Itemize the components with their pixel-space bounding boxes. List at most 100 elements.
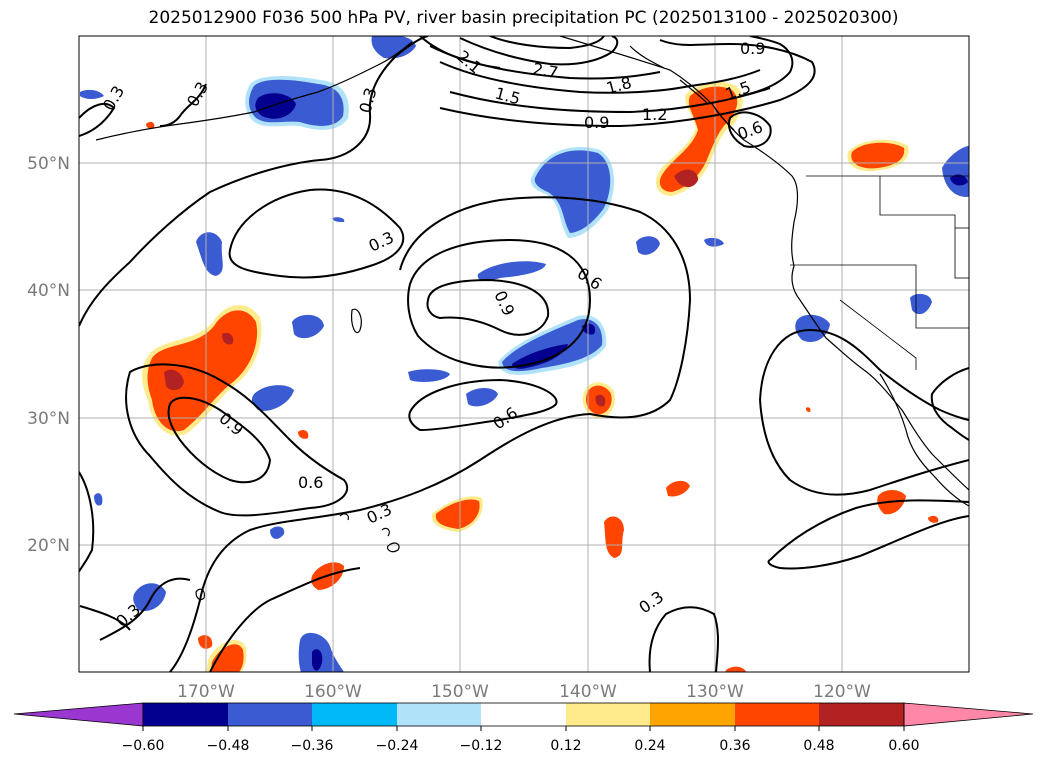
colorbar-tick-label: −0.24 [376, 738, 419, 754]
precip-patch-negative [332, 217, 345, 222]
lon-label: 140°W [559, 682, 617, 702]
contour-0-6 [930, 367, 969, 441]
colorbar-segment [143, 703, 228, 726]
colorbar-tick-labels: −0.60 −0.48 −0.36 −0.24 −0.12 0.12 0.24 … [122, 738, 920, 754]
colorbar-tick-label: 0.60 [888, 738, 919, 754]
contour-2-7 [459, 36, 619, 66]
lon-label: 160°W [304, 682, 362, 702]
precip-patch-negative [94, 493, 103, 506]
precip-patch-negative [251, 385, 294, 411]
colorbar: −0.60 −0.48 −0.36 −0.24 −0.12 0.12 0.24 … [13, 702, 1034, 754]
contour-0-6 [728, 111, 772, 148]
precip-patch-negative [636, 236, 660, 255]
precip-patch-positive [146, 121, 155, 129]
colorbar-segment [312, 703, 397, 726]
precip-patch-positive [164, 369, 184, 391]
colorbar-extend-left [13, 702, 144, 727]
precip-patch-positive [198, 635, 213, 649]
precip-patch-negative [910, 293, 932, 315]
contour-0-3 [228, 188, 405, 279]
contour-0-9 [439, 39, 816, 128]
contour-0-3 [79, 471, 95, 573]
precip-patch-positive [725, 666, 747, 672]
precip-patch-negative [477, 261, 546, 281]
precip-patch-positive [435, 499, 480, 529]
precip-patch-negative [795, 314, 830, 343]
precip-patch-positive [928, 515, 939, 523]
contour-0-3 [99, 577, 191, 641]
precip-patch-negative [255, 93, 296, 119]
precip-patch-negative [292, 314, 324, 339]
colorbar-tick-label: 0.24 [634, 738, 665, 754]
precip-patch-negative [534, 150, 611, 233]
colorbar-tick-label: 0.12 [550, 738, 581, 754]
contour-label: 0.9 [584, 113, 609, 132]
contour-1-5 [439, 61, 761, 94]
colorbar-tick-label: −0.36 [291, 738, 334, 754]
contour-0-3 [769, 499, 969, 561]
precip-patch-positive [666, 480, 690, 497]
precip-patch-negative [704, 237, 724, 247]
precip-patch-negative [371, 36, 416, 59]
colorbar-segment [397, 703, 481, 726]
contour-0-3 [79, 102, 116, 137]
contour-0-6 [125, 363, 349, 517]
precip-patch-positive [595, 394, 606, 407]
lon-label: 130°W [686, 682, 744, 702]
precip-patch-positive [851, 142, 905, 169]
lon-label: 120°W [813, 682, 871, 702]
contour-label: 0.9 [740, 39, 765, 58]
lat-label: 30°N [27, 409, 70, 429]
contour-0-3 [159, 83, 207, 127]
precip-patch-negative [270, 526, 285, 539]
precip-patch-positive [806, 407, 811, 412]
precip-patch-positive [222, 332, 234, 345]
colorbar-segment [228, 703, 312, 726]
colorbar-frame [142, 702, 905, 727]
precip-patch-negative [196, 232, 223, 276]
contour-0-9 [426, 278, 550, 336]
precip-patch-positive [674, 169, 698, 188]
contour-0-6 [759, 399, 969, 496]
contour-label: 1.2 [642, 105, 667, 124]
contour-0-3 [767, 515, 969, 570]
colorbar-extend-right [903, 702, 1034, 727]
contour-0-3 [648, 606, 719, 672]
contour-2-7 [489, 36, 605, 50]
contour-1-2 [449, 87, 771, 114]
colorbar-segment [819, 703, 904, 726]
map-title: 2025012900 F036 500 hPa PV, river basin … [148, 8, 899, 28]
lat-labels: 50°N 40°N 30°N 20°N [27, 154, 70, 556]
pv-contours [79, 36, 969, 672]
contour-label: 0.6 [298, 473, 323, 492]
lat-label: 50°N [27, 154, 70, 174]
precip-patch-negative [466, 388, 498, 407]
contour-0-3 [79, 36, 429, 327]
precip-patch-positive [604, 516, 624, 558]
colorbar-ticks [142, 726, 905, 731]
precip-patch-negative [312, 649, 323, 671]
contour-0-3 [209, 567, 361, 672]
precip-patch-negative [408, 369, 450, 382]
precip-patch-negative [512, 344, 568, 369]
colorbar-tick-label: −0.60 [122, 738, 165, 754]
contour-1-5 [739, 36, 794, 97]
precip-patch-positive [210, 644, 244, 672]
colorbar-tick-label: 0.48 [803, 738, 834, 754]
precip-patch-negative [80, 89, 104, 99]
contour-0-6 [759, 328, 969, 421]
contour-0-9 [167, 396, 272, 484]
colorbar-tick-label: −0.12 [460, 738, 503, 754]
contour-0-6 [407, 238, 592, 369]
contour-0-3 [79, 605, 131, 631]
contour-0-3 [169, 196, 692, 672]
colorbar-tick-label: −0.48 [207, 738, 250, 754]
contour-0-6 [408, 378, 558, 432]
lat-label: 40°N [27, 281, 70, 301]
precip-patch-positive [298, 430, 309, 439]
lon-label: 170°W [177, 682, 235, 702]
lon-label: 150°W [431, 682, 489, 702]
contour-label: 2.7 [531, 59, 559, 82]
lat-label: 20°N [27, 536, 70, 556]
